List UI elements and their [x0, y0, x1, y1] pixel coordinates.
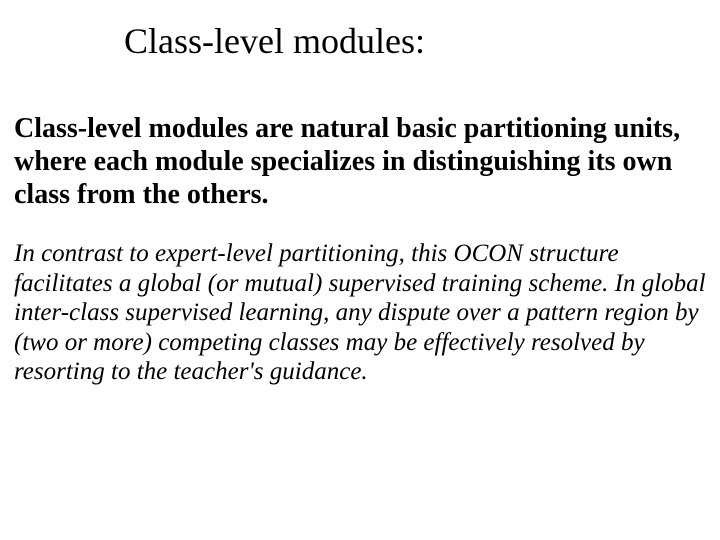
slide-paragraph-italic: In contrast to expert-level partitioning… — [14, 239, 706, 387]
slide-title: Class-level modules: — [124, 20, 706, 62]
slide-paragraph-bold: Class-level modules are natural basic pa… — [14, 112, 706, 211]
